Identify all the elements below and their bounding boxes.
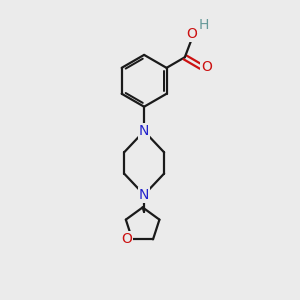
- Text: N: N: [139, 188, 149, 202]
- Text: H: H: [199, 18, 209, 32]
- Text: N: N: [139, 124, 149, 138]
- Text: O: O: [201, 60, 212, 74]
- Text: O: O: [121, 232, 132, 246]
- Text: O: O: [186, 27, 197, 41]
